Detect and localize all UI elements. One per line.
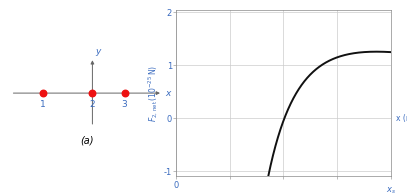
Text: $x_s$: $x_s$ [386,186,396,196]
Text: 2: 2 [90,100,95,109]
Text: y: y [95,47,101,56]
Text: x: x [165,89,170,98]
Text: 1: 1 [40,100,46,109]
Point [121,92,128,95]
Text: (a): (a) [81,135,94,145]
Point [89,92,96,95]
Text: x (m): x (m) [396,114,407,123]
Text: 3: 3 [122,100,127,109]
Point [39,92,46,95]
Y-axis label: $F_{2,\,\mathrm{net}}\,(10^{-25}\,\mathrm{N})$: $F_{2,\,\mathrm{net}}\,(10^{-25}\,\mathr… [146,64,160,122]
